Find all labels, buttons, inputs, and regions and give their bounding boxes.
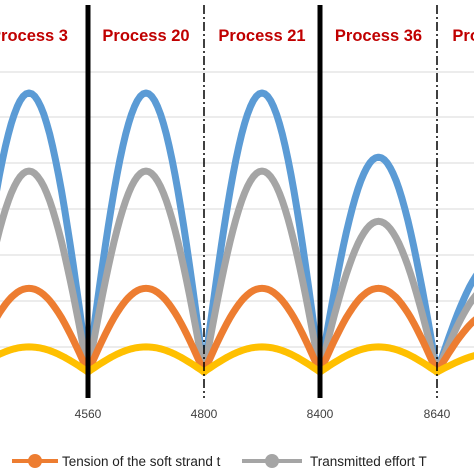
x-axis-ticks: 4560 4800 8400 8640	[75, 407, 451, 421]
x-tick-label-1: 4800	[191, 407, 218, 421]
process-labels: Process 3 Process 20 Process 21 Process 36 P…	[0, 27, 474, 45]
series-line-yellow	[0, 343, 474, 376]
x-tick-label-0: 4560	[75, 407, 102, 421]
series-line-orange	[0, 284, 474, 376]
process-label-2: Process 21	[218, 27, 305, 45]
series-line-gray	[0, 167, 474, 376]
legend-marker-0	[28, 454, 42, 468]
x-tick-label-2: 8400	[307, 407, 334, 421]
legend: Tension of the soft strand t Transmitted …	[12, 454, 427, 469]
series-layer	[0, 89, 474, 376]
legend-label-1: Transmitted effort T	[310, 454, 427, 469]
process-label-3: Process 36	[335, 27, 422, 45]
legend-marker-1	[265, 454, 279, 468]
x-tick-label-3: 8640	[424, 407, 451, 421]
separators	[85, 5, 438, 398]
legend-label-0: Tension of the soft strand t	[62, 454, 221, 469]
process-label-1: Process 20	[102, 27, 189, 45]
series-line-blue	[0, 89, 474, 376]
process-label-4: Process 37	[452, 27, 474, 45]
process-label-0: Process 3	[0, 27, 68, 45]
